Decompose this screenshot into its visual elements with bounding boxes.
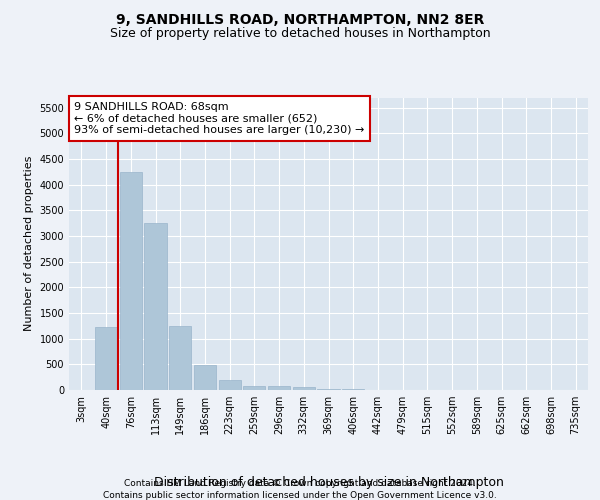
- X-axis label: Distribution of detached houses by size in Northampton: Distribution of detached houses by size …: [154, 476, 503, 489]
- Bar: [169, 326, 191, 390]
- Text: Size of property relative to detached houses in Northampton: Size of property relative to detached ho…: [110, 28, 490, 40]
- Bar: [194, 366, 216, 390]
- Bar: [119, 172, 142, 390]
- Bar: [268, 386, 290, 390]
- Bar: [145, 223, 167, 390]
- Bar: [95, 328, 117, 390]
- Y-axis label: Number of detached properties: Number of detached properties: [24, 156, 34, 332]
- Bar: [317, 389, 340, 390]
- Text: 9, SANDHILLS ROAD, NORTHAMPTON, NN2 8ER: 9, SANDHILLS ROAD, NORTHAMPTON, NN2 8ER: [116, 12, 484, 26]
- Bar: [293, 388, 315, 390]
- Bar: [218, 380, 241, 390]
- Text: Contains HM Land Registry data © Crown copyright and database right 2024.: Contains HM Land Registry data © Crown c…: [124, 479, 476, 488]
- Text: 9 SANDHILLS ROAD: 68sqm
← 6% of detached houses are smaller (652)
93% of semi-de: 9 SANDHILLS ROAD: 68sqm ← 6% of detached…: [74, 102, 365, 135]
- Bar: [243, 386, 265, 390]
- Text: Contains public sector information licensed under the Open Government Licence v3: Contains public sector information licen…: [103, 491, 497, 500]
